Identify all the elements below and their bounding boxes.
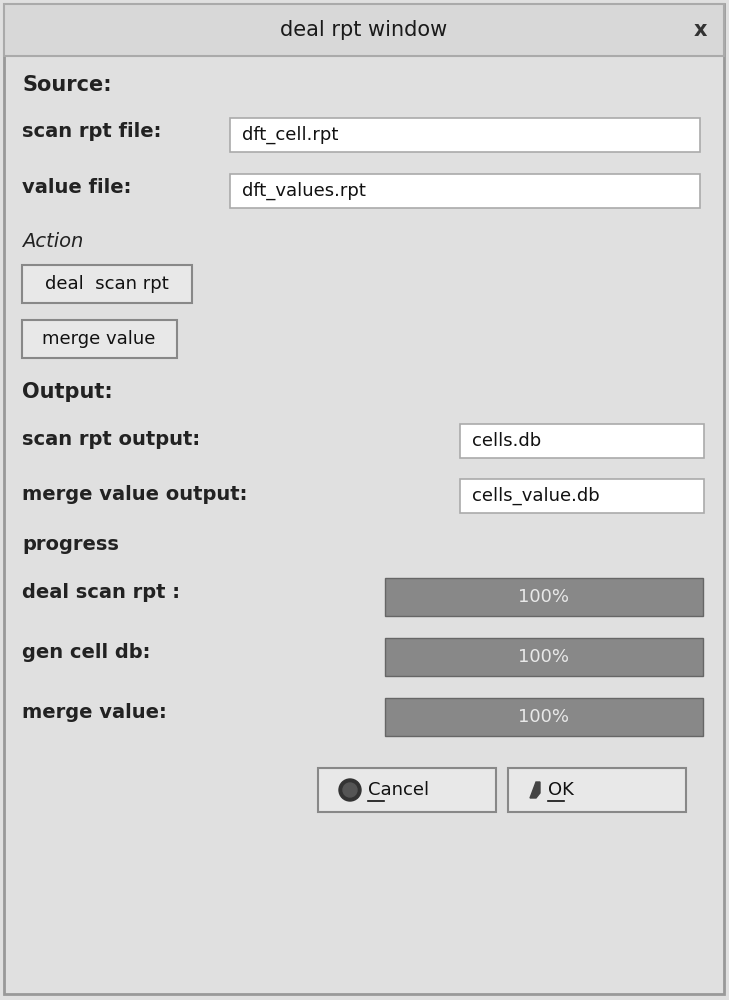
Text: progress: progress xyxy=(22,535,119,554)
Bar xyxy=(22,265,192,303)
Text: x: x xyxy=(693,20,706,40)
Text: dft_cell.rpt: dft_cell.rpt xyxy=(242,126,338,144)
Polygon shape xyxy=(530,782,540,798)
Bar xyxy=(460,479,704,513)
Bar xyxy=(318,768,496,812)
Circle shape xyxy=(339,779,361,801)
Bar xyxy=(4,4,724,56)
Bar xyxy=(385,638,703,676)
Text: merge value: merge value xyxy=(42,330,156,348)
Text: dft_values.rpt: dft_values.rpt xyxy=(242,182,366,200)
Bar xyxy=(230,174,700,208)
Text: 100%: 100% xyxy=(518,708,569,726)
Text: gen cell db:: gen cell db: xyxy=(22,643,150,662)
Bar xyxy=(4,55,724,56)
Text: cells_value.db: cells_value.db xyxy=(472,487,600,505)
Bar xyxy=(508,768,686,812)
Text: scan rpt file:: scan rpt file: xyxy=(22,122,161,141)
Bar xyxy=(385,698,703,736)
Bar xyxy=(385,578,703,616)
Text: Cancel: Cancel xyxy=(368,781,429,799)
Text: deal scan rpt :: deal scan rpt : xyxy=(22,583,180,602)
Text: deal rpt window: deal rpt window xyxy=(281,20,448,40)
Text: Source:: Source: xyxy=(22,75,112,95)
Text: Output:: Output: xyxy=(22,382,113,402)
Text: 100%: 100% xyxy=(518,588,569,606)
Text: merge value output:: merge value output: xyxy=(22,485,247,504)
Text: cells.db: cells.db xyxy=(472,432,541,450)
Text: 100%: 100% xyxy=(518,648,569,666)
Bar xyxy=(22,320,177,358)
Text: merge value:: merge value: xyxy=(22,703,167,722)
Bar xyxy=(460,424,704,458)
Text: Action: Action xyxy=(22,232,83,251)
Text: deal  scan rpt: deal scan rpt xyxy=(45,275,169,293)
Text: OK: OK xyxy=(548,781,574,799)
Circle shape xyxy=(343,783,357,797)
Text: value file:: value file: xyxy=(22,178,131,197)
Bar xyxy=(230,118,700,152)
Text: scan rpt output:: scan rpt output: xyxy=(22,430,200,449)
